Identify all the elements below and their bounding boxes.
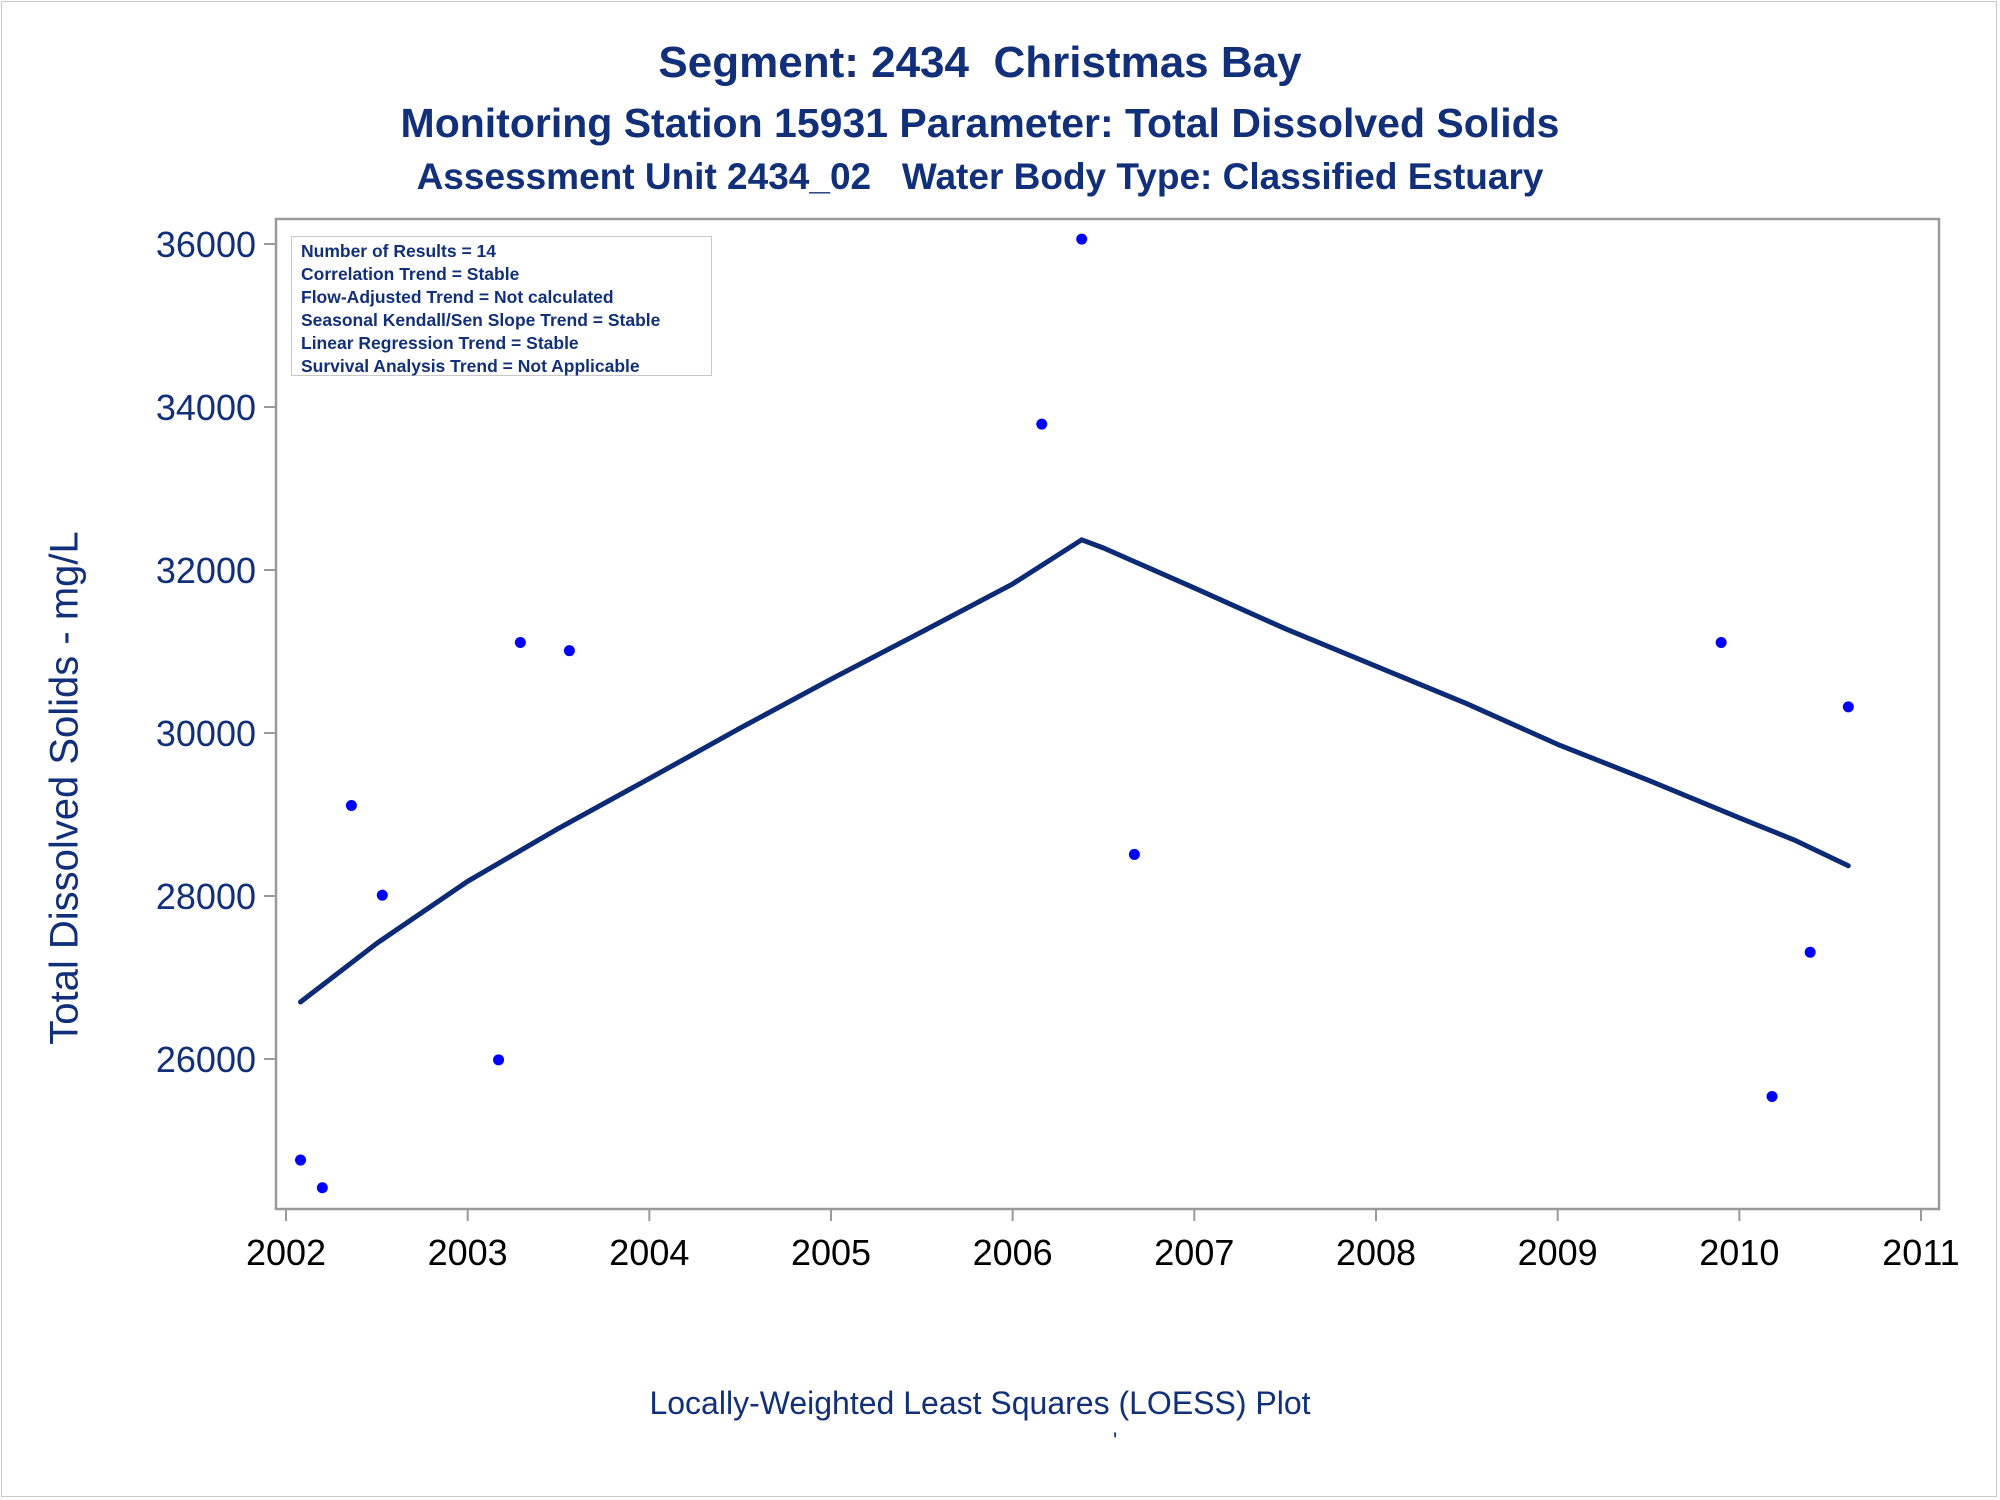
chart-subtitle-2: Assessment Unit 2434_02 Water Body Type:… (416, 156, 1544, 197)
x-tick-label: 2005 (791, 1232, 871, 1273)
chart-title: Segment: 2434 Christmas Bay (658, 38, 1302, 87)
x-tick-label: 2002 (246, 1232, 326, 1273)
data-point (563, 645, 575, 657)
x-tick-label: 2003 (428, 1232, 508, 1273)
data-point (316, 1182, 328, 1194)
y-tick-label: 36000 (156, 224, 256, 265)
plot-footnote: Locally-Weighted Least Squares (LOESS) P… (649, 1385, 1311, 1421)
y-axis-label: Total Dissolved Solids - mg/L (42, 531, 87, 1045)
x-tick-label: 2010 (1699, 1232, 1779, 1273)
y-tick-label: 28000 (156, 876, 256, 917)
plot-area-frame (274, 217, 1941, 1211)
stat-correlation-trend: Correlation Trend = Stable (301, 264, 520, 284)
loess-trend-line (298, 537, 1851, 1005)
x-tick-label: 2009 (1518, 1232, 1598, 1273)
data-point (1036, 418, 1048, 430)
x-tick-label: 2006 (973, 1232, 1053, 1273)
data-point (345, 800, 357, 812)
data-point (1128, 848, 1140, 860)
data-point (1715, 637, 1727, 649)
y-tick-label: 30000 (156, 713, 256, 754)
data-point (1766, 1090, 1778, 1102)
data-point (1076, 233, 1088, 245)
x-tick-label: 2007 (1154, 1232, 1234, 1273)
data-point (493, 1054, 505, 1066)
stat-number-of-results: Number of Results = 14 (301, 241, 496, 261)
y-tick-label: 32000 (156, 550, 256, 591)
trend-stats-box: Number of Results = 14 Correlation Trend… (291, 236, 712, 376)
chart-subtitle: Monitoring Station 15931 Parameter: Tota… (400, 100, 1560, 146)
data-point (1842, 701, 1854, 713)
data-point (514, 637, 526, 649)
data-point (376, 889, 388, 901)
x-tick-label: 2008 (1336, 1232, 1416, 1273)
footnote-tick-mark: ' (1113, 1428, 1118, 1453)
data-point (1804, 946, 1816, 958)
y-tick-label: 26000 (156, 1039, 256, 1080)
x-tick-label: 2011 (1882, 1232, 1959, 1273)
stat-linear-regression-trend: Linear Regression Trend = Stable (301, 333, 579, 353)
stat-survival-analysis-trend: Survival Analysis Trend = Not Applicable (301, 356, 640, 376)
y-tick-label: 34000 (156, 387, 256, 428)
stat-flow-adjusted-trend: Flow-Adjusted Trend = Not calculated (301, 287, 614, 307)
data-point (295, 1154, 307, 1166)
x-tick-label: 2004 (609, 1232, 689, 1273)
stat-seasonal-kendall-trend: Seasonal Kendall/Sen Slope Trend = Stabl… (301, 310, 661, 330)
